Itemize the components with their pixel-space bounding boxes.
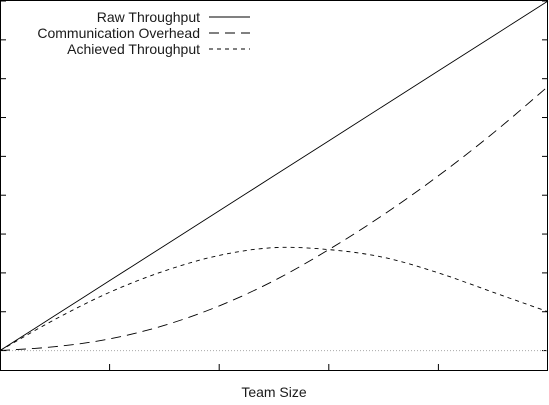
- series-line-achieved-throughput: [0, 246, 549, 351]
- plot-frame: [0, 0, 548, 371]
- series-line-raw-throughput: [0, 0, 549, 351]
- legend-label-achieved-throughput: Achieved Throughput: [67, 41, 200, 57]
- ticks: [0, 0, 548, 370]
- legend-label-raw-throughput: Raw Throughput: [97, 9, 200, 25]
- x-axis-label: Team Size: [241, 384, 307, 400]
- legend-label-communication-overhead: Communication Overhead: [37, 25, 200, 41]
- series-lines: [0, 0, 549, 352]
- series-line-communication-overhead: [0, 86, 549, 352]
